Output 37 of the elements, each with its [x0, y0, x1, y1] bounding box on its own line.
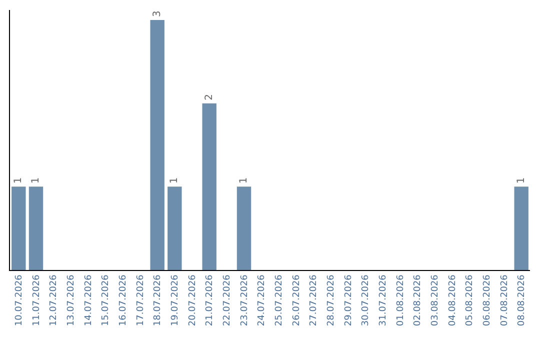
x-tick-label: 01.08.2026 — [396, 274, 406, 326]
x-tick-label: 26.07.2026 — [292, 274, 302, 326]
x-tick-label: 08.08.2026 — [517, 274, 528, 326]
x-tick-label: 06.08.2026 — [482, 274, 493, 326]
data-label: 2 — [204, 94, 215, 100]
data-label: 3 — [152, 10, 163, 17]
x-tick-label: 17.07.2026 — [136, 274, 146, 326]
x-tick-label: 04.08.2026 — [448, 274, 458, 326]
x-tick-label: 29.07.2026 — [344, 274, 354, 326]
x-tick-label: 30.07.2026 — [361, 274, 372, 326]
x-tick-label: 07.08.2026 — [500, 274, 510, 326]
x-tick-label: 22.07.2026 — [222, 274, 233, 326]
x-tick-label: 16.07.2026 — [118, 274, 129, 326]
x-tick-label: 19.07.2026 — [170, 274, 181, 326]
x-tick-label: 12.07.2026 — [49, 274, 60, 326]
x-tick-label: 25.07.2026 — [274, 274, 285, 326]
x-tick-label: 10.07.2026 — [14, 274, 25, 326]
x-tick-label: 31.07.2026 — [378, 274, 389, 326]
x-tick-label: 05.08.2026 — [465, 274, 476, 326]
x-tick-label: 14.07.2026 — [84, 274, 94, 326]
x-tick-label: 18.07.2026 — [153, 274, 164, 326]
x-tick-label: 27.07.2026 — [309, 274, 320, 326]
x-tick-label: 13.07.2026 — [66, 274, 77, 326]
x-tick-label: 11.07.2026 — [32, 274, 42, 326]
data-label: 1 — [13, 177, 24, 184]
x-tick-label: 15.07.2026 — [101, 274, 112, 326]
x-tick-label: 24.07.2026 — [257, 274, 268, 326]
x-tick-label: 23.07.2026 — [240, 274, 250, 326]
data-label: 1 — [30, 177, 42, 184]
x-tick-label: 20.07.2026 — [188, 274, 198, 326]
x-tick-label: 28.07.2026 — [326, 274, 337, 326]
x-tick-label: 21.07.2026 — [205, 274, 216, 326]
x-tick-label: 02.08.2026 — [413, 274, 424, 326]
data-label: 1 — [169, 177, 180, 184]
data-label: 1 — [238, 177, 250, 184]
data-label: 1 — [516, 177, 527, 184]
x-tick-label: 03.08.2026 — [430, 274, 441, 326]
